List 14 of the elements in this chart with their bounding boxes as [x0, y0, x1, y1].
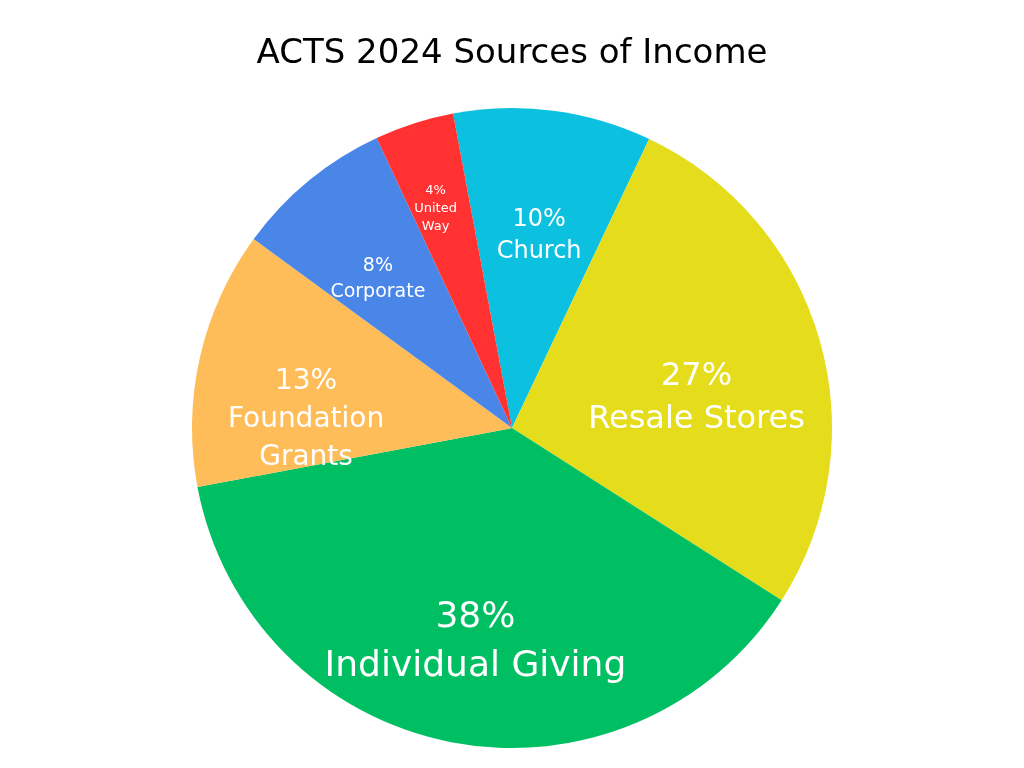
- data-label: 10%: [512, 203, 566, 232]
- data-label: 4%: [425, 182, 446, 198]
- data-label: 38%: [435, 594, 516, 636]
- slice-label: Individual Giving: [324, 643, 627, 685]
- slice-label: Corporate: [330, 278, 426, 301]
- pie-slice: [197, 428, 782, 748]
- slice-label: Foundation Grants: [227, 401, 385, 473]
- slice-label: Resale Stores: [588, 398, 805, 437]
- data-label: 8%: [362, 252, 393, 275]
- chart-title: ACTS 2024 Sources of Income: [256, 31, 768, 71]
- data-label: 13%: [274, 363, 338, 397]
- slice-label: United Way: [414, 200, 457, 234]
- slice-label: Church: [496, 235, 582, 264]
- data-label: 27%: [660, 355, 733, 394]
